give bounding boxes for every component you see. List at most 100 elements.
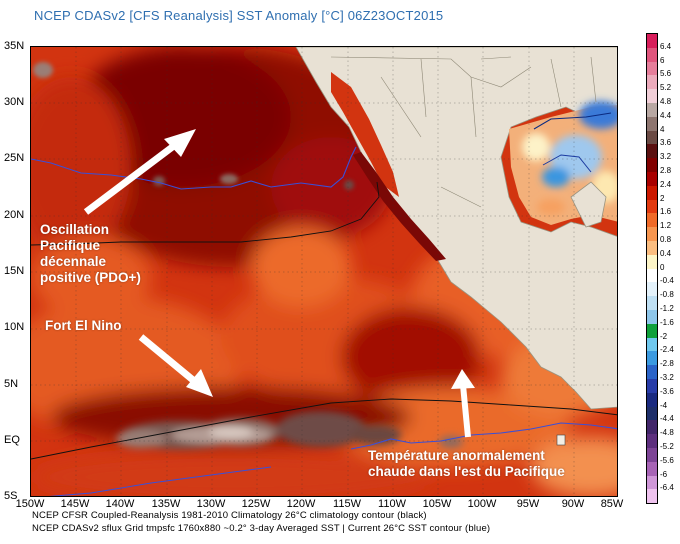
colorbar-cell xyxy=(647,158,657,172)
colorbar-cell xyxy=(647,61,657,76)
colorbar-label: -5.6 xyxy=(660,455,674,465)
lat-label: 5S xyxy=(4,490,18,502)
lon-label: 135W xyxy=(151,498,181,510)
colorbar-cell xyxy=(647,434,657,448)
colorbar-label: -1.2 xyxy=(660,304,674,313)
colorbar-cell xyxy=(647,130,657,145)
colorbar xyxy=(646,33,658,505)
colorbar-cell xyxy=(647,323,657,338)
colorbar-cell xyxy=(647,406,657,421)
colorbar-cell xyxy=(647,227,657,241)
colorbar-label: -4.8 xyxy=(660,428,674,438)
colorbar-cell xyxy=(647,254,657,269)
colorbar-cell xyxy=(647,144,657,159)
pdo-line: Oscillation xyxy=(40,222,110,237)
current-26c-contour xyxy=(31,146,357,190)
colorbar-cell xyxy=(647,116,657,131)
colorbar-label: -6.4 xyxy=(660,483,674,493)
galapagos-island xyxy=(556,434,566,446)
colorbar-cell xyxy=(647,102,657,117)
lat-label: 25N xyxy=(4,152,25,164)
land-yucatan xyxy=(570,181,607,228)
lat-label: 20N xyxy=(4,209,25,221)
colorbar-label: 3.2 xyxy=(660,152,672,162)
colorbar-label: 3.6 xyxy=(660,138,672,148)
climatology-contour xyxy=(31,181,380,246)
lat-label: 30N xyxy=(4,96,25,108)
colorbar-label: -0.8 xyxy=(660,290,674,300)
colorbar-cell xyxy=(647,213,657,228)
lon-label: 105W xyxy=(422,498,452,510)
colorbar-cell xyxy=(647,296,657,310)
borders xyxy=(330,56,597,208)
colorbar-label: 1.6 xyxy=(660,207,672,217)
colorbar-label: 6 xyxy=(660,55,665,65)
lon-label: 90W xyxy=(561,498,585,510)
map-canvas xyxy=(31,47,617,496)
colorbar-cell xyxy=(647,185,657,200)
sst-anomaly-map xyxy=(30,46,618,497)
east-line: Température anormalement xyxy=(368,448,545,463)
colorbar-label: 2.4 xyxy=(660,179,672,189)
colorbar-cell xyxy=(647,392,657,407)
colorbar-cell xyxy=(647,378,657,393)
colorbar-cell xyxy=(647,337,657,352)
gulf-of-california xyxy=(331,72,399,197)
lon-label: 140W xyxy=(105,498,135,510)
lon-label: 145W xyxy=(60,498,90,510)
colorbar-cell xyxy=(647,34,657,48)
colorbar-label: 4 xyxy=(660,124,665,134)
colorbar-label: -5.2 xyxy=(660,442,674,451)
colorbar-cell xyxy=(647,240,657,255)
colorbar-cell xyxy=(647,420,657,435)
footer-line: NCEP CFSR Coupled-Reanalysis 1981-2010 C… xyxy=(32,510,427,521)
lat-label: 10N xyxy=(4,321,25,333)
colorbar-cell xyxy=(647,475,657,490)
lat-label: EQ xyxy=(4,434,20,446)
colorbar-label: 4.4 xyxy=(660,110,672,120)
map-title: NCEP CDASv2 [CFS Reanalysis] SST Anomaly… xyxy=(34,8,444,23)
colorbar-label: -6 xyxy=(660,469,668,479)
colorbar-cell xyxy=(647,447,657,462)
colorbar-label: -3.6 xyxy=(660,386,674,396)
lon-label: 115W xyxy=(333,498,361,510)
lon-label: 120W xyxy=(286,498,316,510)
colorbar-label: 0.4 xyxy=(660,248,672,258)
colorbar-label: 5.2 xyxy=(660,83,672,93)
lon-label: 150W xyxy=(15,498,45,510)
pdo-line: positive (PDO+) xyxy=(40,270,141,285)
lat-label: 5N xyxy=(4,378,19,390)
colorbar-label: -1.6 xyxy=(660,317,674,327)
colorbar-label: 2.8 xyxy=(660,166,672,175)
colorbar-label: -2.4 xyxy=(660,345,674,355)
lat-label: 35N xyxy=(4,40,25,52)
colorbar-label: 5.6 xyxy=(660,69,672,79)
graticule xyxy=(31,47,617,496)
lon-label: 85W xyxy=(600,498,624,510)
colorbar-label: 2 xyxy=(660,193,665,203)
colorbar-label: -3.2 xyxy=(660,373,674,382)
colorbar-cell xyxy=(647,365,657,379)
colorbar-label: -2.8 xyxy=(660,359,674,369)
colorbar-cell xyxy=(647,89,657,103)
colorbar-cell xyxy=(647,75,657,90)
annotation-arrows xyxy=(83,129,475,438)
lat-label: 15N xyxy=(4,265,25,277)
lon-label: 100W xyxy=(467,498,497,510)
colorbar-label: -2 xyxy=(660,331,668,341)
colorbar-cell xyxy=(647,47,657,62)
colorbar-cell xyxy=(647,268,657,283)
pdo-line: décennale xyxy=(40,254,107,269)
colorbar-label: 0 xyxy=(660,262,665,272)
colorbar-label: -4.4 xyxy=(660,414,674,424)
colorbar-label: 6.4 xyxy=(660,41,672,51)
colorbar-cell xyxy=(647,461,657,476)
pdo-line: Pacifique xyxy=(40,238,101,253)
colorbar-cell xyxy=(647,171,657,186)
lon-label: 130W xyxy=(196,498,226,510)
elnino-annotation: Fort El Nino xyxy=(45,318,122,333)
pdo-annotation: Oscillation Pacifique décennale positive… xyxy=(40,222,141,286)
colorbar-cell xyxy=(647,199,657,214)
colorbar-cell xyxy=(647,282,657,297)
colorbar-label: -0.4 xyxy=(660,276,674,286)
